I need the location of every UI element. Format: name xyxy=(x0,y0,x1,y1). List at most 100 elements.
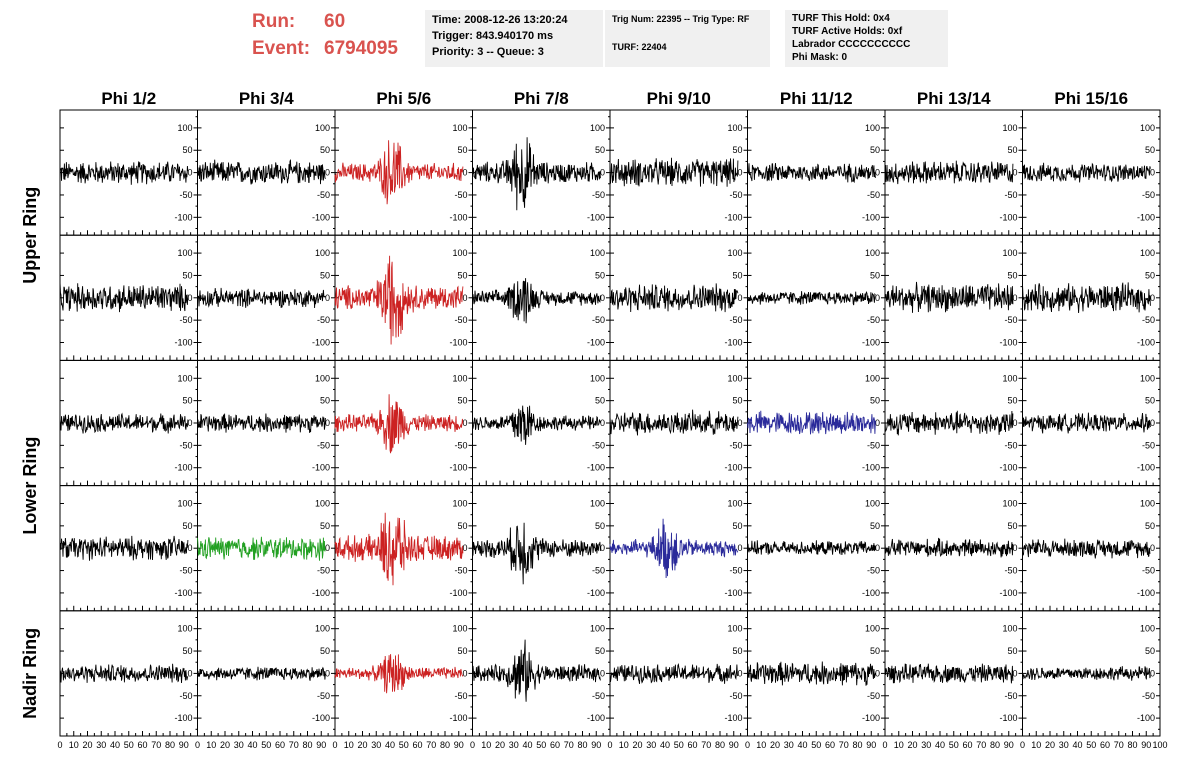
run-value: 60 xyxy=(324,11,346,32)
column-header-8: Phi 15/16 xyxy=(1054,89,1128,108)
panel-r1-c1: 100 50 0 -50 -100 xyxy=(59,109,198,236)
y-tick-label: 0 xyxy=(875,168,880,178)
y-tick-label: 0 xyxy=(737,543,742,553)
x-tick-label: 60 xyxy=(550,740,560,750)
y-tick-label: -50 xyxy=(454,691,467,701)
waveform-trace xyxy=(609,283,739,313)
x-tick-label: 20 xyxy=(632,740,642,750)
x-tick-label: 40 xyxy=(797,740,807,750)
y-tick-label: -50 xyxy=(729,315,742,325)
y-tick-label: 50 xyxy=(320,270,330,280)
y-tick-label: 100 xyxy=(452,498,467,508)
y-tick-label: 0 xyxy=(187,668,192,678)
x-tick-label: 20 xyxy=(770,740,780,750)
y-tick-label: -100 xyxy=(1137,463,1155,473)
panel-r4-c2: 100 50 0 -50 -100 xyxy=(197,485,336,612)
y-tick-label: 50 xyxy=(1007,145,1017,155)
y-tick-label: -100 xyxy=(724,588,742,598)
y-tick-label: -50 xyxy=(729,190,742,200)
x-tick-label: 90 xyxy=(866,740,876,750)
y-tick-label: 0 xyxy=(600,293,605,303)
y-tick-label: 0 xyxy=(462,168,467,178)
waveform-trace xyxy=(609,409,739,436)
y-tick-label: -50 xyxy=(867,566,880,576)
x-tick-label: 50 xyxy=(536,740,546,750)
y-tick-label: 50 xyxy=(457,270,467,280)
y-tick-label: -50 xyxy=(592,440,605,450)
y-tick-label: -100 xyxy=(312,338,330,348)
waveform-trace xyxy=(747,290,876,306)
x-tick-label: 80 xyxy=(302,740,312,750)
y-tick-label: 0 xyxy=(600,668,605,678)
panel-r5-c5: 100 50 0 -50 -100 xyxy=(609,610,748,737)
y-tick-label: 50 xyxy=(870,521,880,531)
waveform-trace xyxy=(334,140,464,205)
y-tick-label: -50 xyxy=(179,566,192,576)
x-tick-label: 30 xyxy=(646,740,656,750)
panel-r3-c7: 100 50 0 -50 -100 xyxy=(884,359,1023,487)
panel-r3-c4: 100 50 0 -50 -100 xyxy=(472,359,611,487)
y-tick-label: 100 xyxy=(1140,248,1155,258)
y-tick-label: 0 xyxy=(187,168,192,178)
y-tick-label: -50 xyxy=(592,190,605,200)
y-tick-label: 100 xyxy=(177,373,192,383)
y-tick-label: -50 xyxy=(729,440,742,450)
y-tick-label: 0 xyxy=(187,543,192,553)
x-tick-label: 60 xyxy=(137,740,147,750)
panel-r3-c5: 100 50 0 -50 -100 xyxy=(609,359,748,487)
panel-r2-c7: 100 50 0 -50 -100 xyxy=(884,234,1023,361)
y-tick-label: 100 xyxy=(1002,373,1017,383)
panel-r4-c1: 100 50 0 -50 -100 xyxy=(59,485,198,612)
x-tick-label: 70 xyxy=(151,740,161,750)
waveform-trace xyxy=(334,512,464,586)
waveform-trace xyxy=(884,410,1014,436)
y-tick-label: 100 xyxy=(1140,498,1155,508)
panel-r5-c1: 100 50 0 -50 -100 xyxy=(59,610,198,737)
x-tick-label: 30 xyxy=(509,740,519,750)
x-tick-label: 80 xyxy=(440,740,450,750)
x-tick-label: 50 xyxy=(949,740,959,750)
y-tick-label: 100 xyxy=(452,624,467,634)
waveform-trace xyxy=(472,405,601,445)
y-tick-label: 0 xyxy=(325,418,330,428)
x-tick-label: 10 xyxy=(619,740,629,750)
y-tick-label: 50 xyxy=(595,145,605,155)
y-tick-label: -50 xyxy=(867,315,880,325)
panel-r3-c6: 100 50 0 -50 -100 xyxy=(747,359,886,487)
y-tick-label: -100 xyxy=(587,588,605,598)
x-tick-label: 0 xyxy=(745,740,750,750)
y-tick-label: 100 xyxy=(727,248,742,258)
x-tick-label: 90 xyxy=(179,740,189,750)
y-tick-label: -50 xyxy=(454,315,467,325)
y-tick-label: -50 xyxy=(454,440,467,450)
panel-r2-c1: 100 50 0 -50 -100 xyxy=(59,234,198,361)
waveform-trace xyxy=(334,654,464,694)
y-tick-label: 50 xyxy=(320,521,330,531)
y-tick-label: 0 xyxy=(875,418,880,428)
x-tick-label: 10 xyxy=(481,740,491,750)
panel-r4-c6: 100 50 0 -50 -100 xyxy=(747,485,886,612)
y-tick-label: -100 xyxy=(449,212,467,222)
y-tick-label: -50 xyxy=(729,691,742,701)
y-tick-label: -100 xyxy=(312,212,330,222)
y-tick-label: 0 xyxy=(462,543,467,553)
y-tick-label: -50 xyxy=(729,566,742,576)
y-tick-label: 50 xyxy=(732,270,742,280)
waveform-trace xyxy=(59,535,189,561)
y-tick-label: -100 xyxy=(587,212,605,222)
y-tick-label: -50 xyxy=(1142,440,1155,450)
x-tick-label: 60 xyxy=(962,740,972,750)
waveform-trace xyxy=(197,536,326,561)
run-line: Run: 60 xyxy=(252,8,398,35)
y-tick-label: 100 xyxy=(1140,624,1155,634)
y-tick-label: 50 xyxy=(732,145,742,155)
panel-r4-c5: 100 50 0 -50 -100 xyxy=(609,485,748,612)
waveform-trace xyxy=(1022,162,1151,183)
y-tick-label: 100 xyxy=(865,123,880,133)
waveform-trace xyxy=(59,412,189,434)
waveform-trace xyxy=(1022,412,1151,434)
y-tick-label: 0 xyxy=(875,293,880,303)
y-tick-label: 100 xyxy=(727,123,742,133)
y-tick-label: -50 xyxy=(179,190,192,200)
waveform-trace xyxy=(747,540,876,556)
